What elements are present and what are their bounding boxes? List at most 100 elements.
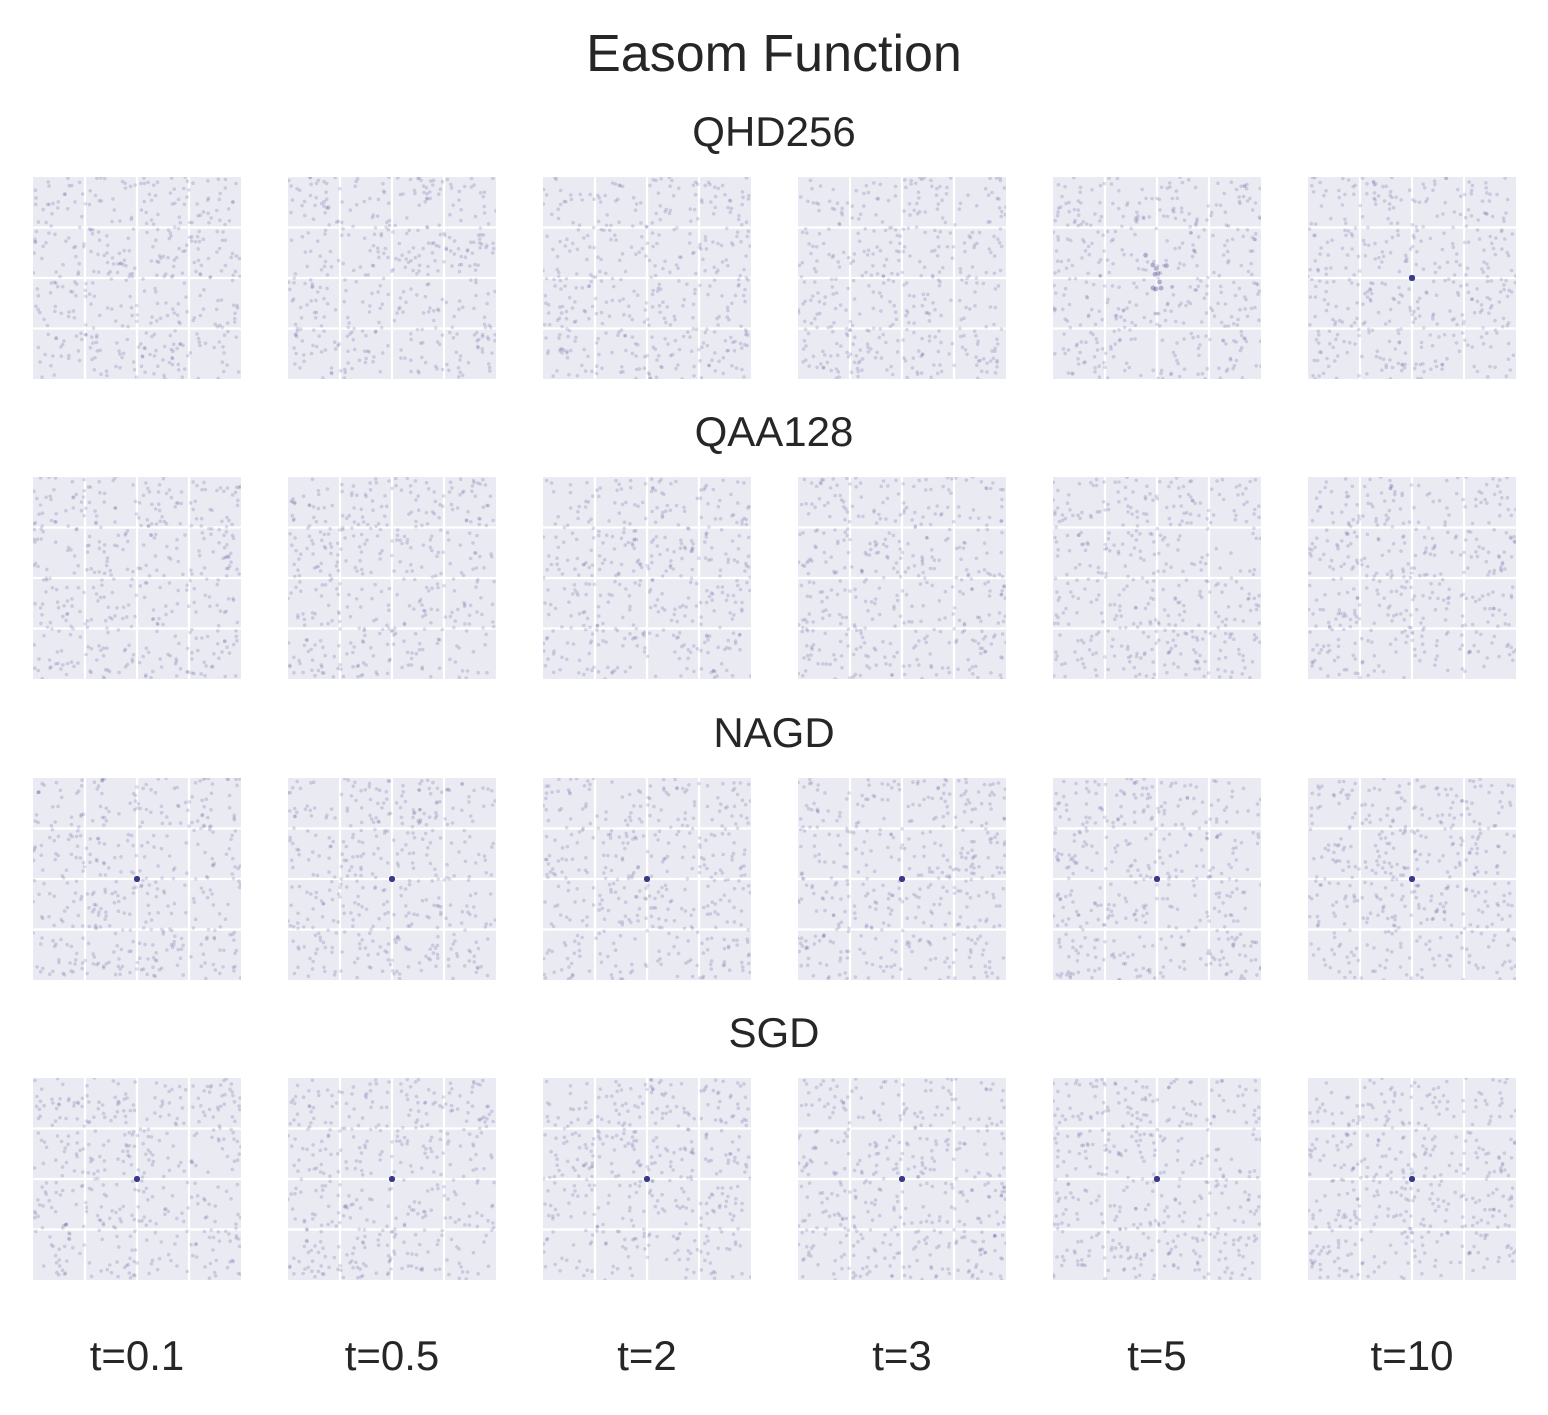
scatter-point — [364, 663, 368, 667]
scatter-point — [1451, 280, 1456, 284]
scatter-point — [368, 488, 373, 492]
scatter-point — [1387, 202, 1392, 206]
scatter-point — [1129, 253, 1134, 257]
scatter-point — [1457, 349, 1462, 353]
scatter-point — [310, 658, 315, 662]
scatter-point — [801, 347, 806, 351]
scatter-point — [604, 331, 608, 335]
scatter-point — [836, 260, 840, 264]
scatter-point — [952, 627, 956, 631]
scatter-point — [879, 356, 884, 360]
scatter-point — [884, 257, 889, 262]
scatter-point — [464, 629, 469, 633]
scatter-point — [610, 298, 615, 303]
scatter-point — [1333, 320, 1338, 324]
scatter-point — [1390, 195, 1394, 200]
scatter-point — [716, 645, 720, 650]
scatter-point — [1391, 205, 1396, 210]
scatter-point — [1252, 281, 1256, 285]
scatter-point — [953, 223, 957, 227]
scatter-point — [699, 515, 704, 520]
row-title-qhd256: QHD256 — [692, 108, 856, 155]
scatter-point — [595, 623, 600, 628]
scatter-point — [317, 492, 321, 497]
scatter-point — [436, 585, 440, 590]
scatter-point — [633, 208, 638, 212]
scatter-point — [1063, 317, 1067, 321]
scatter-point — [384, 504, 389, 509]
scatter-point — [845, 350, 849, 355]
scatter-point — [897, 250, 901, 254]
scatter-point — [335, 587, 339, 591]
scatter-point — [1152, 540, 1156, 544]
scatter-point — [160, 515, 164, 519]
scatter-point — [1053, 307, 1057, 311]
scatter-point — [345, 652, 349, 656]
scatter-point — [338, 582, 342, 586]
scatter-point — [831, 253, 836, 258]
scatter-point — [596, 193, 600, 198]
scatter-point — [1326, 302, 1330, 306]
scatter-point — [313, 673, 317, 678]
scatter-point — [143, 674, 148, 679]
scatter-point — [105, 626, 109, 630]
scatter-point — [1342, 562, 1347, 566]
scatter-point — [40, 256, 44, 261]
scatter-point — [358, 558, 362, 563]
scatter-point — [604, 271, 608, 276]
scatter-point — [1192, 249, 1197, 253]
scatter-point — [1056, 182, 1061, 187]
scatter-point — [1500, 247, 1504, 251]
scatter-point — [1310, 541, 1315, 546]
scatter-point — [413, 255, 418, 260]
scatter-point — [912, 321, 916, 325]
scatter-point — [1349, 232, 1354, 236]
scatter-point — [1152, 552, 1157, 557]
scatter-point — [680, 556, 684, 561]
scatter-point — [1501, 216, 1506, 220]
scatter-point — [937, 599, 942, 603]
scatter-point — [1167, 181, 1172, 185]
scatter-point — [644, 516, 648, 521]
scatter-point — [943, 220, 948, 225]
scatter-point — [1335, 332, 1340, 337]
scatter-point — [631, 637, 635, 641]
scatter-point — [1135, 509, 1139, 514]
scatter-point — [940, 666, 945, 670]
scatter-point — [1325, 650, 1330, 655]
scatter-point — [370, 499, 375, 503]
scatter-point — [1217, 657, 1221, 661]
scatter-point — [230, 493, 235, 497]
scatter-point — [1401, 569, 1406, 574]
scatter-point — [639, 562, 643, 566]
scatter-point — [865, 342, 870, 346]
scatter-point — [863, 626, 867, 630]
scatter-point — [669, 559, 673, 563]
scatter-point — [676, 266, 680, 271]
scatter-point — [1372, 183, 1377, 187]
scatter-point — [1471, 595, 1475, 600]
scatter-point — [229, 560, 233, 564]
scatter-point — [1404, 640, 1408, 645]
scatter-point — [1365, 295, 1370, 299]
scatter-point — [546, 349, 551, 353]
scatter-point — [1182, 337, 1186, 341]
scatter-point — [1216, 301, 1220, 306]
scatter-point — [657, 303, 662, 308]
scatter-point — [341, 261, 345, 266]
scatter-point — [223, 222, 227, 227]
scatter-point — [555, 562, 559, 566]
scatter-point — [1098, 219, 1102, 223]
scatter-point — [711, 487, 716, 492]
scatter-point — [459, 254, 463, 259]
scatter-point — [564, 309, 569, 314]
scatter-point — [426, 282, 431, 286]
scatter-point — [337, 342, 342, 346]
scatter-point — [799, 195, 803, 199]
scatter-point — [962, 316, 966, 320]
scatter-point — [638, 578, 643, 583]
scatter-point — [562, 540, 566, 545]
scatter-point — [588, 245, 592, 249]
scatter-point — [1460, 643, 1465, 648]
scatter-point — [1053, 535, 1057, 540]
